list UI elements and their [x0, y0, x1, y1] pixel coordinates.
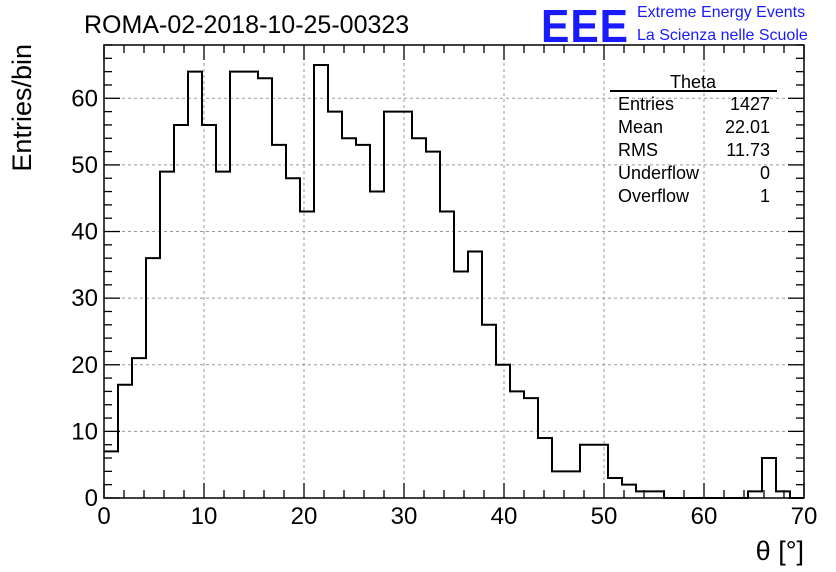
y-tick-label: 20 [71, 352, 98, 379]
eee-logo: EEE Extreme Energy Events La Scienza nel… [541, 0, 808, 52]
y-tick-label: 50 [71, 152, 98, 179]
stats-value-entries: 1427 [730, 94, 770, 114]
x-tick-label: 20 [291, 503, 318, 530]
y-tick-label: 0 [85, 485, 98, 512]
stats-label-underflow: Underflow [618, 163, 700, 183]
stats-box: Theta Entries 1427 Mean 22.01 RMS 11.73 … [610, 72, 777, 206]
stats-label-overflow: Overflow [618, 186, 690, 206]
axis-ticks [103, 44, 805, 499]
stats-label-mean: Mean [618, 117, 663, 137]
eee-logo-line2: La Scienza nelle Scuole [637, 27, 808, 44]
y-axis-title: Entries/bin [7, 44, 37, 172]
y-tick-label: 10 [71, 418, 98, 445]
stats-title: Theta [670, 72, 717, 92]
stats-value-overflow: 1 [760, 186, 770, 206]
x-tick-label: 70 [791, 503, 818, 530]
y-tick-label: 30 [71, 285, 98, 312]
x-tick-label: 10 [191, 503, 218, 530]
eee-logo-line1: Extreme Energy Events [637, 4, 805, 21]
stats-label-entries: Entries [618, 94, 674, 114]
x-tick-label: 30 [391, 503, 418, 530]
y-tick-label: 40 [71, 219, 98, 246]
stats-value-mean: 22.01 [725, 117, 770, 137]
stats-value-rms: 11.73 [726, 140, 770, 160]
plot-frame [103, 44, 805, 499]
stats-value-underflow: 0 [760, 163, 770, 183]
x-tick-label: 40 [491, 503, 518, 530]
x-axis-title: θ [°] [756, 536, 804, 566]
plot-title: ROMA-02-2018-10-25-00323 [84, 11, 409, 39]
x-tick-labels: 0 10 20 30 40 50 60 70 [97, 503, 817, 530]
y-tick-labels: 0 10 20 30 40 50 60 [71, 85, 98, 512]
x-tick-label: 60 [691, 503, 718, 530]
stats-label-rms: RMS [618, 140, 658, 160]
x-tick-label: 0 [97, 503, 110, 530]
x-tick-label: 50 [591, 503, 618, 530]
y-tick-label: 60 [71, 85, 98, 112]
eee-logo-mark: EEE [541, 0, 629, 52]
